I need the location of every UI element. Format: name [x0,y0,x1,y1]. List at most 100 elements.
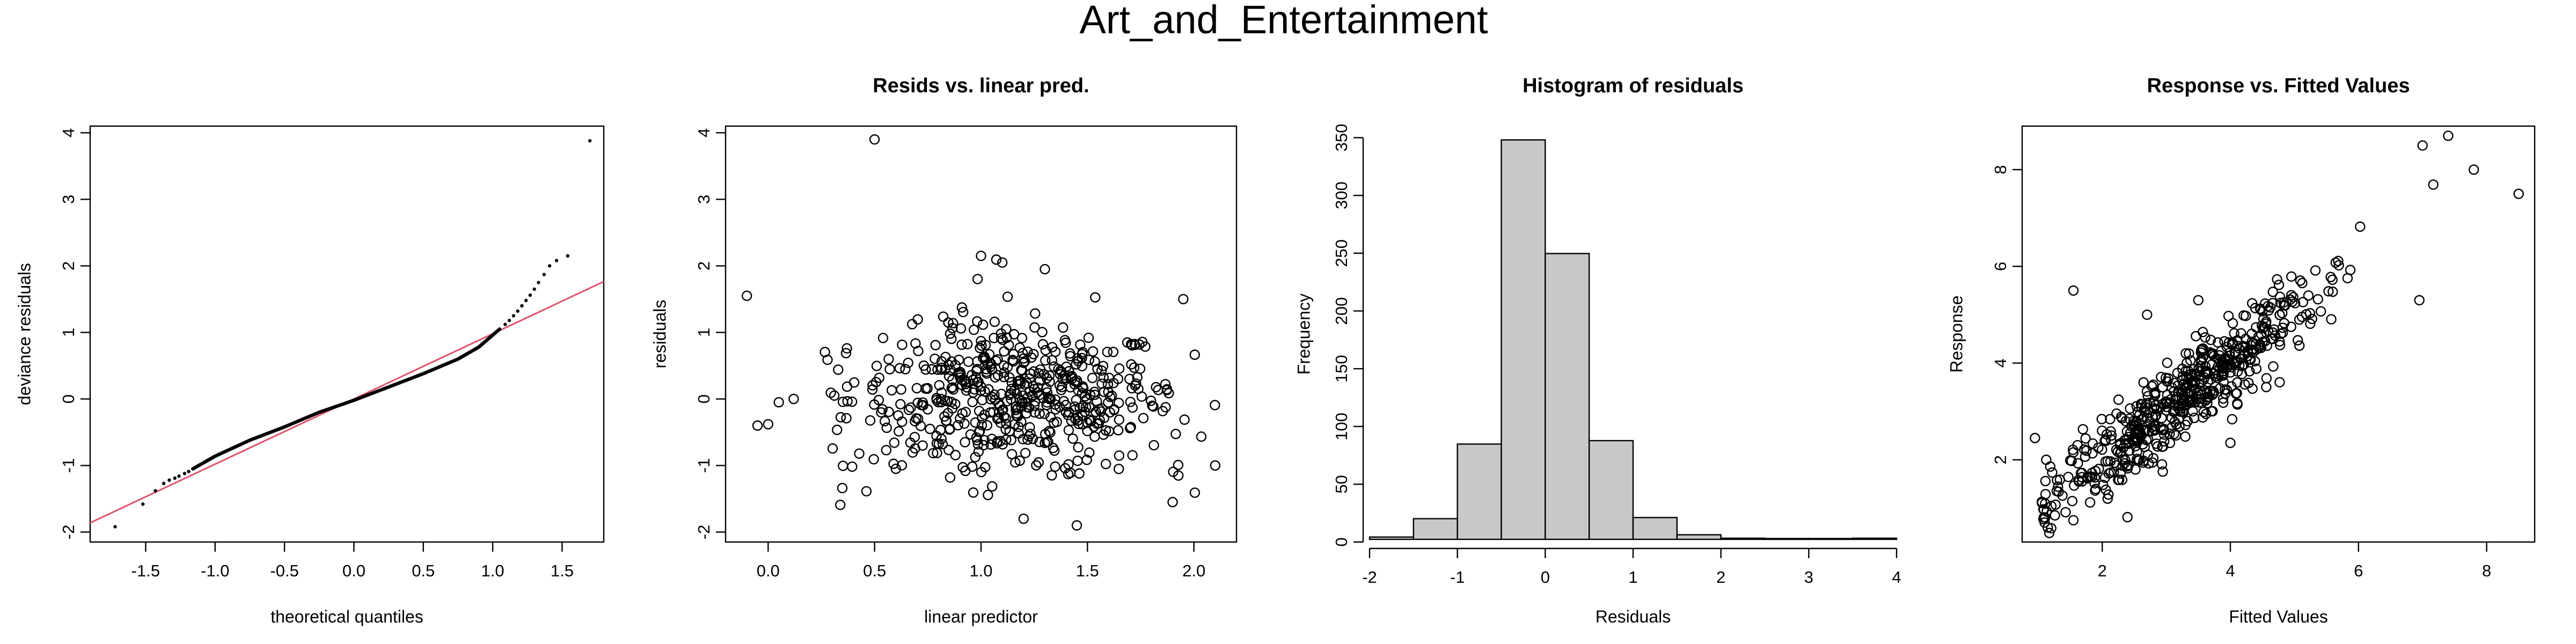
data-point [2263,301,2273,312]
data-point [963,356,974,367]
data-point [954,354,964,365]
data-point [2073,474,2084,486]
data-point [1127,402,1138,413]
x-tick-label: 3 [1804,568,1813,587]
data-point [946,383,957,393]
x-tick-label: 6 [2354,561,2363,580]
data-point [973,446,984,457]
data-point [1021,408,1032,419]
data-point [2065,455,2076,466]
data-point [1134,339,1145,350]
data-point [2052,481,2063,492]
data-point [2178,378,2190,390]
data-point [978,440,989,451]
data-point [989,316,1000,327]
data-point [1029,400,1040,411]
data-point [2125,403,2135,414]
qq-point [547,264,552,268]
data-point [1151,382,1161,393]
qq-point [503,323,507,326]
data-point [2117,474,2128,485]
data-point [1161,385,1172,396]
data-point [2068,515,2079,526]
data-point [2180,420,2191,430]
data-point [968,487,979,498]
data-point [894,426,904,437]
data-point [1034,436,1045,448]
data-point [1046,355,1058,366]
data-point [788,393,799,405]
data-point [2177,363,2188,374]
data-point [2183,378,2193,390]
data-point [2274,377,2285,388]
data-point [2330,257,2341,268]
data-point [2312,294,2323,305]
data-point [977,394,988,406]
data-point [2211,371,2221,382]
data-point [2513,188,2524,199]
data-point [837,397,848,407]
data-point [873,394,884,406]
data-point [2068,285,2079,296]
data-point [918,400,929,411]
data-point [1083,332,1094,343]
x-tick-label: 2.0 [1182,561,1205,580]
data-point [2218,370,2229,381]
data-point [1093,418,1104,429]
data-point [1146,396,1157,406]
data-point [2295,275,2306,286]
data-point [913,346,924,356]
y-tick-label: -2 [694,525,713,540]
data-point [848,377,860,388]
y-tick-label: 50 [1332,475,1351,493]
data-point [2251,363,2262,374]
data-point [2280,300,2290,311]
data-point [2285,294,2296,305]
data-point [2180,431,2191,442]
data-point [2134,418,2145,429]
data-point [1063,425,1074,436]
data-point [1057,382,1067,392]
data-point [931,430,942,442]
data-point [881,445,892,456]
data-point [889,437,900,448]
data-point [905,402,916,413]
data-point [1210,460,1221,471]
data-point [2067,495,2078,507]
x-tick-label: 2 [2098,561,2107,580]
data-point [2142,309,2153,320]
data-point [1018,353,1029,364]
data-point [1089,356,1100,367]
plot-frame [724,125,1238,543]
y-tick-label: 3 [694,195,713,204]
data-point [2187,406,2198,417]
y-tick-label: -2 [59,525,78,540]
data-point [1044,376,1055,387]
data-point [942,408,953,419]
data-point [1125,422,1136,433]
data-point [1008,349,1019,360]
data-point [1071,520,1082,531]
data-point [2190,370,2201,382]
data-point [1002,362,1013,372]
data-point [2041,455,2052,465]
data-point [2417,140,2428,151]
data-point [1040,355,1051,366]
data-point [1004,340,1014,350]
data-point [2327,274,2338,286]
data-point [2297,297,2309,308]
data-point [2193,295,2204,306]
data-point [2218,393,2229,404]
y-axis-label: Frequency [1294,294,1313,375]
data-point [2052,475,2062,486]
data-point [2241,310,2251,321]
data-point [976,251,986,261]
histogram-bar [1720,537,1766,540]
data-point [1087,372,1098,384]
y-tick-label: 0 [1332,537,1351,546]
qq-point [542,273,546,276]
data-point [2077,424,2088,435]
data-point [763,419,774,430]
data-point [958,306,969,318]
data-point [1137,336,1148,347]
